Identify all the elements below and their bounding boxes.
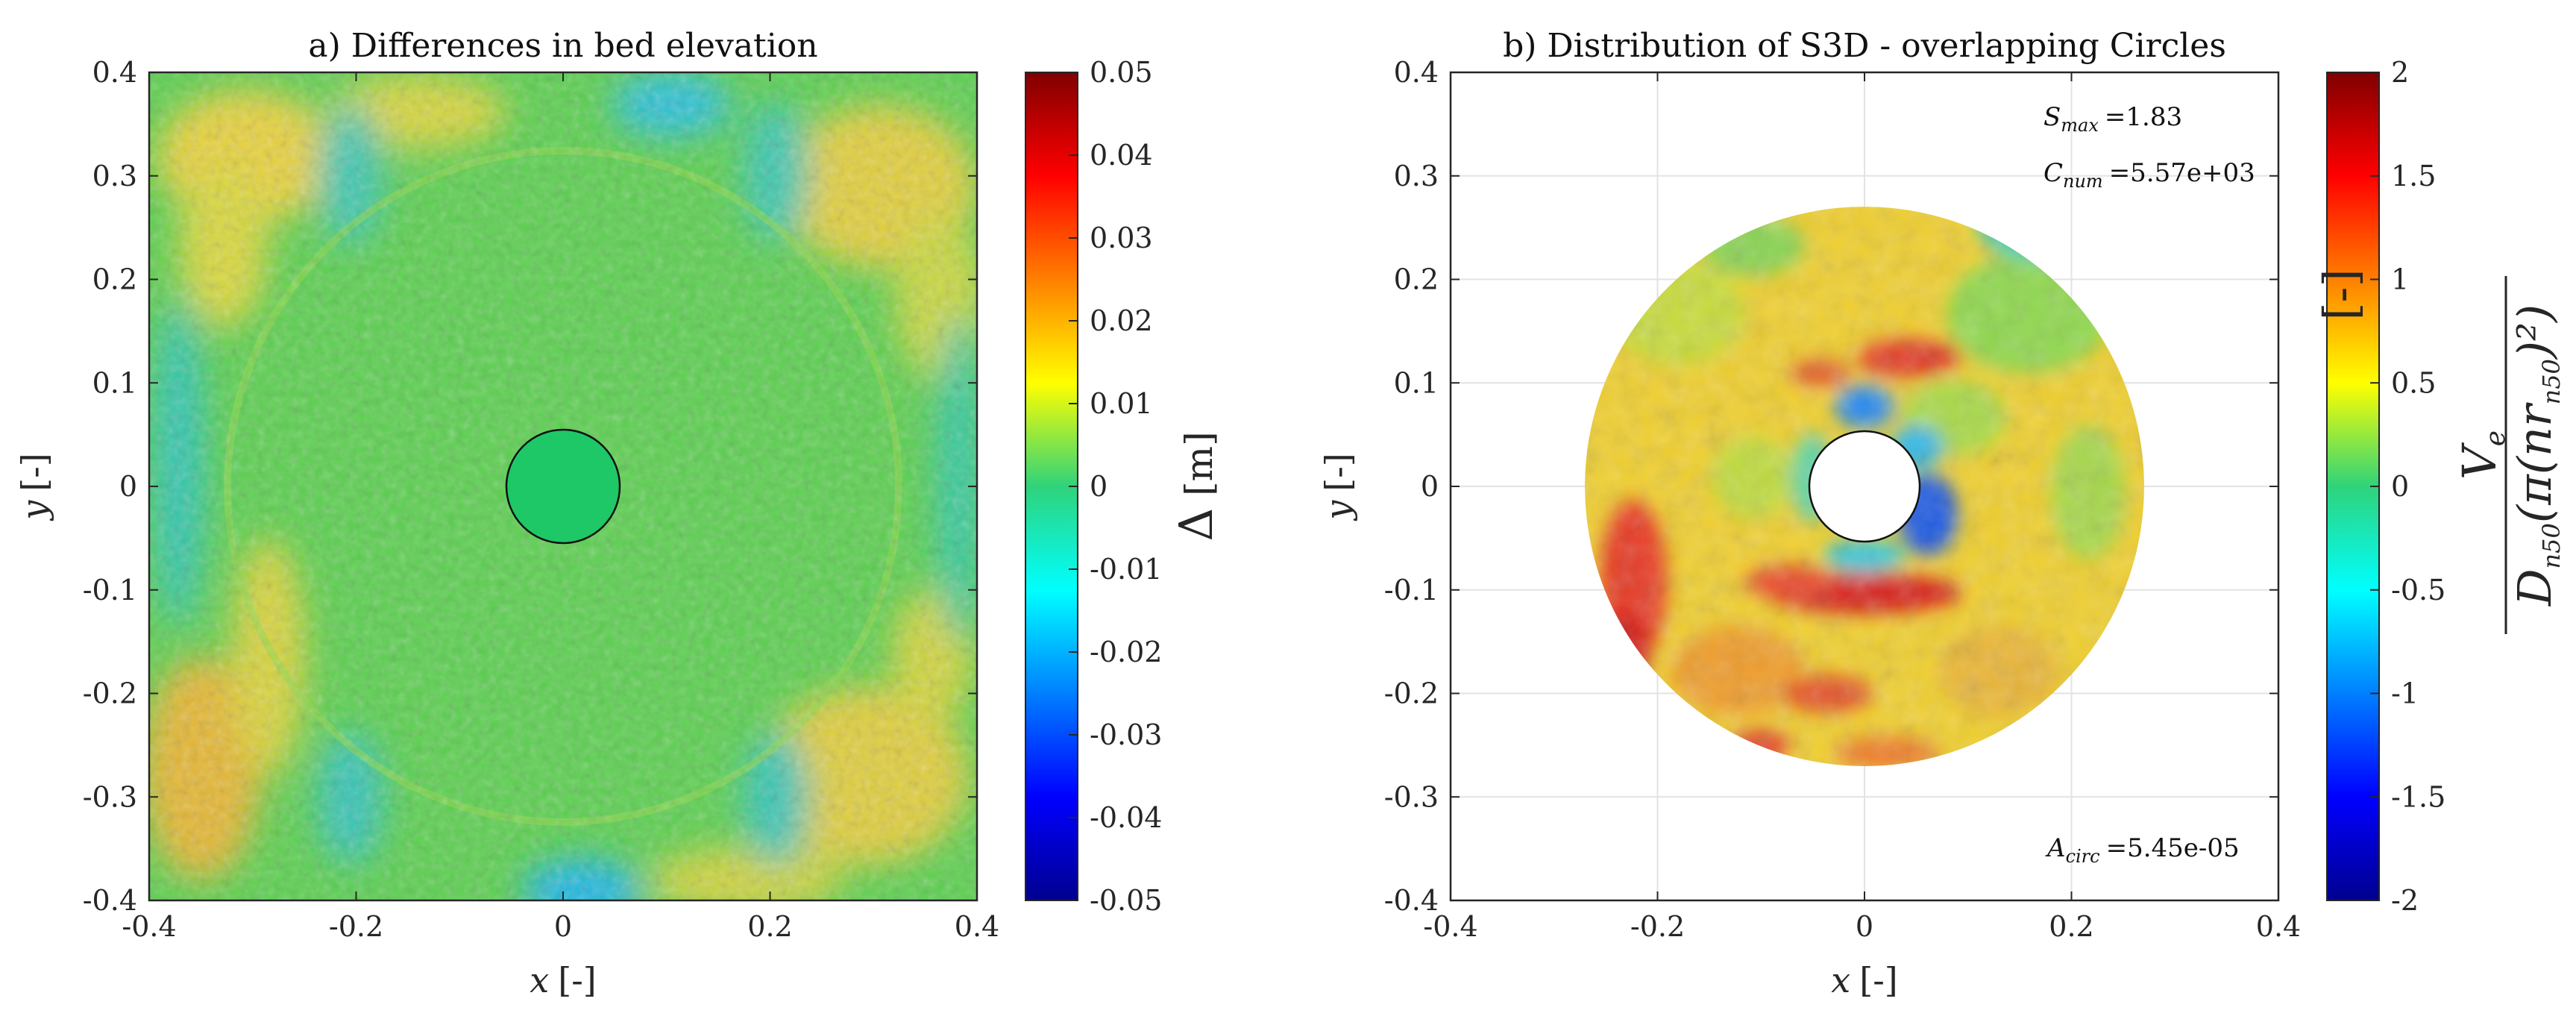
panel-a-colorbar: [1025, 72, 1078, 901]
panel-b-cnum-value: =5.57e+03: [2109, 158, 2255, 188]
panel-b-pile: [1808, 430, 1921, 543]
panel-b-smax-sub: max: [2061, 115, 2099, 136]
panel-b-ytick-label-1: 0.3: [1394, 160, 1439, 192]
panel-a-axes: -0.4 -0.2 0 0.2 0.4 0.4 0.3 0.2 0.1 0 -0.1 -0.2 -0.3…: [83, 56, 1000, 943]
panel-b-cb-denominator: Dn50(π(nrn50)²): [2507, 304, 2566, 606]
panel-b-cb-tick-label-3: 0.5: [2391, 366, 2436, 399]
panel-a-ytick-label-7: -0.3: [83, 780, 137, 813]
panel-a-cb-tick-label-2: 0.03: [1090, 222, 1153, 254]
panel-a-xlabel-unit: [-]: [558, 960, 596, 1000]
panel-a-ytick-label-1: 0.3: [92, 160, 137, 192]
panel-b-ytick-label-8: -0.4: [1384, 884, 1439, 917]
panel-b-xtick-label-3: 0.2: [2049, 910, 2093, 943]
panel-b: b) Distribution of S3D - overlapping Cir…: [1318, 27, 2566, 1000]
panel-b-ytick-label-0: 0.4: [1394, 56, 1439, 89]
panel-b-ylabel: y [-]: [1318, 453, 1358, 521]
panel-b-cb-den-rest-end: )²): [2507, 304, 2562, 360]
panel-b-ytick-label-5: -0.1: [1384, 574, 1439, 606]
panel-b-xtick-label-1: -0.2: [1630, 910, 1685, 943]
panel-b-cb-den-var: D: [2507, 568, 2562, 606]
panel-a-ytick-label-2: 0.2: [92, 263, 137, 296]
panel-b-ytick-label-3: 0.1: [1394, 366, 1439, 399]
panel-a-cb-tick-label-3: 0.02: [1090, 304, 1153, 337]
panel-a-ylabel-unit: [-]: [14, 453, 54, 491]
panel-b-cb-tick-label-1: 1.5: [2391, 160, 2436, 192]
panel-b-ytick-label-6: -0.2: [1384, 677, 1439, 710]
panel-b-colorbar-label: Ve Dn50(π(nrn50)²) [-]: [2313, 269, 2566, 634]
panel-b-xtick-label-4: 0.4: [2256, 910, 2301, 943]
panel-b-cb-tick-label-8: -2: [2391, 884, 2419, 917]
panel-a-ytick-label-6: -0.2: [83, 677, 137, 710]
panel-b-cb-den-rest-sub: n50: [2537, 359, 2566, 404]
panel-a-xlabel: x [-]: [530, 960, 596, 1000]
panel-b-acirc: Acirc =5.45e-05: [2045, 833, 2240, 867]
panel-a-cb-tick-label-7: -0.02: [1090, 636, 1162, 668]
panel-b-title: b) Distribution of S3D - overlapping Cir…: [1503, 27, 2226, 65]
panel-a-colorbar-label: Δ [m]: [1169, 431, 1223, 541]
panel-b-cnum: Cnum =5.57e+03: [2043, 158, 2255, 192]
panel-a-xtick-label-3: 0.2: [747, 910, 792, 943]
panel-b-xtick-label-2: 0: [1856, 910, 1873, 943]
panel-b-ylabel-var: y: [1318, 500, 1358, 521]
panel-b-cnum-sub: num: [2063, 171, 2103, 192]
panel-a-cb-tick-label-1: 0.04: [1090, 139, 1153, 172]
panel-a-ylabel: y [-]: [14, 453, 54, 521]
panel-a-cb-tick-label-9: -0.04: [1090, 801, 1162, 834]
panel-a-colorbar-unit: [m]: [1178, 431, 1221, 495]
panel-a-ytick-label-0: 0.4: [92, 56, 137, 89]
panel-b-cb-tick-label-7: -1.5: [2391, 780, 2445, 813]
panel-b-cb-tick-label-0: 2: [2391, 56, 2409, 89]
panel-a-colorbar-ticks: 0.05 0.04 0.03 0.02 0.01 0 -0.01 -0.02 -0.03 -0.0…: [1069, 56, 1162, 917]
panel-a-ytick-label-8: -0.4: [83, 884, 137, 917]
panel-a-cb-tick-label-4: 0.01: [1090, 387, 1153, 420]
panel-a-colorbar-symbol: Δ: [1169, 508, 1223, 542]
panel-b-xlabel: x [-]: [1831, 960, 1897, 1000]
panel-a-ytick-label-4: 0: [119, 470, 137, 503]
panel-b-xtick-label-0: -0.4: [1423, 910, 1477, 943]
panel-b-cb-numerator: Ve: [2452, 430, 2511, 480]
panel-b-cb-num-sub: e: [2481, 430, 2511, 446]
panel-b-smax-var: S: [2043, 102, 2061, 132]
panel-b-cb-den-rest: (π(nr: [2507, 402, 2562, 523]
panel-a-xlabel-var: x: [530, 960, 549, 1000]
panel-a-cb-tick-label-8: -0.03: [1090, 718, 1162, 751]
panel-a-cb-tick-label-0: 0.05: [1090, 56, 1153, 89]
panel-b-cb-tick-label-4: 0: [2391, 470, 2409, 503]
panel-a-cb-tick-label-5: 0: [1090, 470, 1108, 503]
panel-b-xlabel-unit: [-]: [1859, 960, 1897, 1000]
panel-b-acirc-value: =5.45e-05: [2106, 833, 2240, 863]
panel-a-cb-tick-label-6: -0.01: [1090, 553, 1162, 586]
panel-a-cb-tick-label-10: -0.05: [1090, 884, 1162, 917]
panel-a-xtick-label-4: 0.4: [955, 910, 999, 943]
panel-a-pile: [505, 428, 621, 545]
panel-b-cb-tick-label-5: -0.5: [2391, 574, 2445, 606]
panel-b-cb-tick-label-6: -1: [2391, 677, 2419, 710]
panel-b-cb-tick-label-2: 1: [2391, 263, 2409, 296]
panel-b-cb-num-var: V: [2452, 442, 2507, 480]
panel-b-cb-unit: [-]: [2313, 269, 2368, 320]
panel-a-ytick-label-5: -0.1: [83, 574, 137, 606]
panel-b-colorbar-ticks: 2 1.5 1 0.5 0 -0.5 -1 -1.5 -2: [2370, 56, 2445, 917]
panel-a-ytick-label-3: 0.1: [92, 366, 137, 399]
panel-a-ylabel-var: y: [14, 500, 54, 521]
panel-a: a) Differences in bed elevation: [14, 27, 1223, 1000]
panel-b-xlabel-var: x: [1831, 960, 1850, 1000]
panel-b-ytick-label-2: 0.2: [1394, 263, 1439, 296]
panel-a-map: [149, 72, 977, 900]
panel-b-ylabel-unit: [-]: [1318, 453, 1358, 491]
panel-a-xtick-label-0: -0.4: [122, 910, 176, 943]
panel-b-ytick-label-7: -0.3: [1384, 780, 1439, 813]
panel-a-title: a) Differences in bed elevation: [308, 27, 817, 65]
panel-b-ytick-label-4: 0: [1421, 470, 1439, 503]
panel-b-acirc-sub: circ: [2066, 846, 2100, 867]
panel-a-xtick-label-2: 0: [554, 910, 572, 943]
panel-b-cb-den-sub: n50: [2537, 523, 2566, 568]
panel-b-cnum-var: C: [2043, 158, 2063, 188]
panel-b-smax-value: =1.83: [2105, 102, 2182, 132]
panel-b-acirc-var: A: [2045, 833, 2066, 863]
panel-a-xtick-label-1: -0.2: [329, 910, 383, 943]
panel-b-smax: Smax =1.83: [2043, 102, 2182, 136]
panel-b-axes: -0.4 -0.2 0 0.2 0.4 0.4 0.3 0.2 0.1 0 -0.1 -0.2 -0.3…: [1384, 56, 2302, 943]
